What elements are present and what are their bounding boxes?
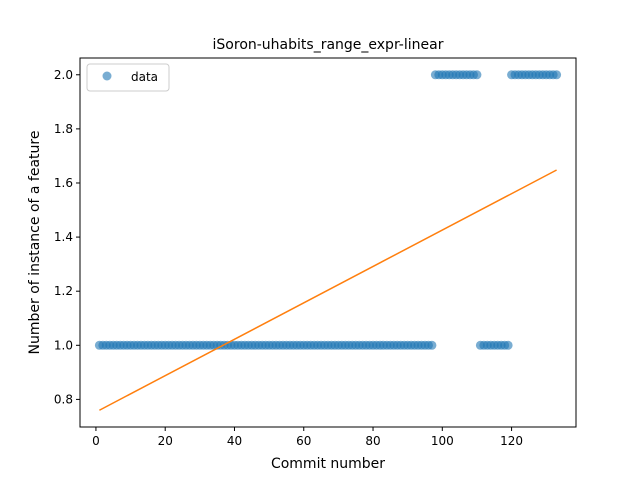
x-tick-label: 60 xyxy=(296,434,311,448)
data-point xyxy=(472,70,481,79)
y-tick-label: 1.8 xyxy=(54,122,73,136)
data-point xyxy=(427,341,436,350)
y-tick-label: 0.8 xyxy=(54,392,73,406)
x-tick-label: 80 xyxy=(365,434,380,448)
legend-marker-data xyxy=(103,72,112,81)
x-tick-label: 0 xyxy=(92,434,100,448)
y-tick-label: 1.4 xyxy=(54,230,73,244)
x-tick-label: 20 xyxy=(158,434,173,448)
legend: data xyxy=(87,64,169,91)
y-tick-label: 2.0 xyxy=(54,68,73,82)
chart-title: iSoron-uhabits_range_expr-linear xyxy=(213,37,444,53)
data-point xyxy=(552,70,561,79)
data-point xyxy=(504,341,513,350)
x-tick-label: 100 xyxy=(431,434,454,448)
legend-label-data: data xyxy=(131,70,158,84)
y-axis-label: Number of instance of a feature xyxy=(27,131,43,355)
y-tick-label: 1.6 xyxy=(54,176,73,190)
x-tick-label: 120 xyxy=(500,434,523,448)
y-tick-label: 1.0 xyxy=(54,338,73,352)
x-axis-label: Commit number xyxy=(271,456,385,472)
x-tick-label: 40 xyxy=(227,434,242,448)
y-tick-label: 1.2 xyxy=(54,284,73,298)
